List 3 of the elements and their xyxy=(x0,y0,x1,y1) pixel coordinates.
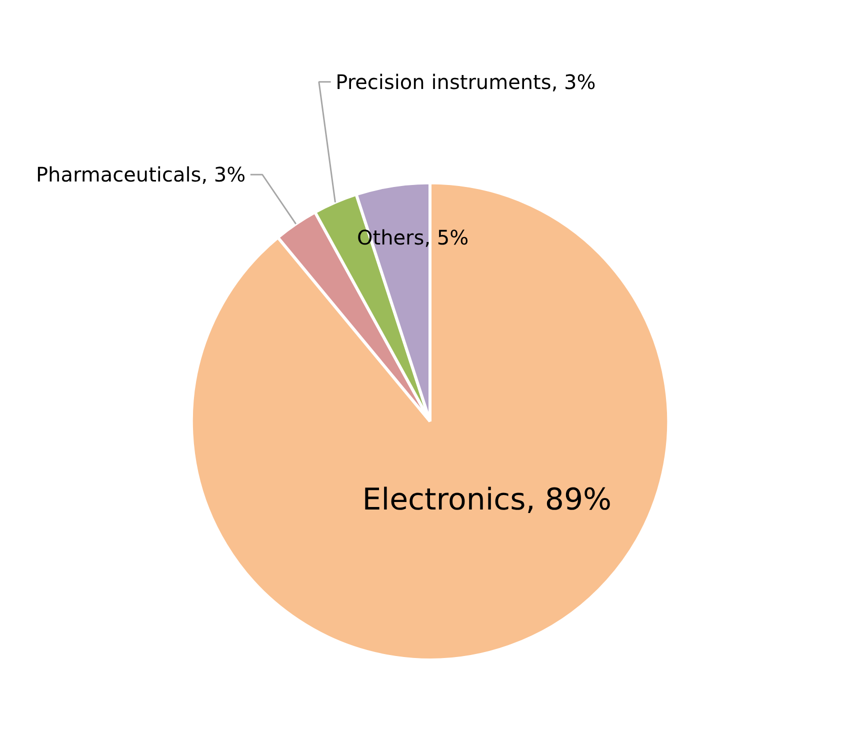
slice-label: Precision instruments, 3% xyxy=(336,70,596,94)
slice-label: Electronics, 89% xyxy=(362,482,612,518)
slice-label: Pharmaceuticals, 3% xyxy=(36,162,246,187)
